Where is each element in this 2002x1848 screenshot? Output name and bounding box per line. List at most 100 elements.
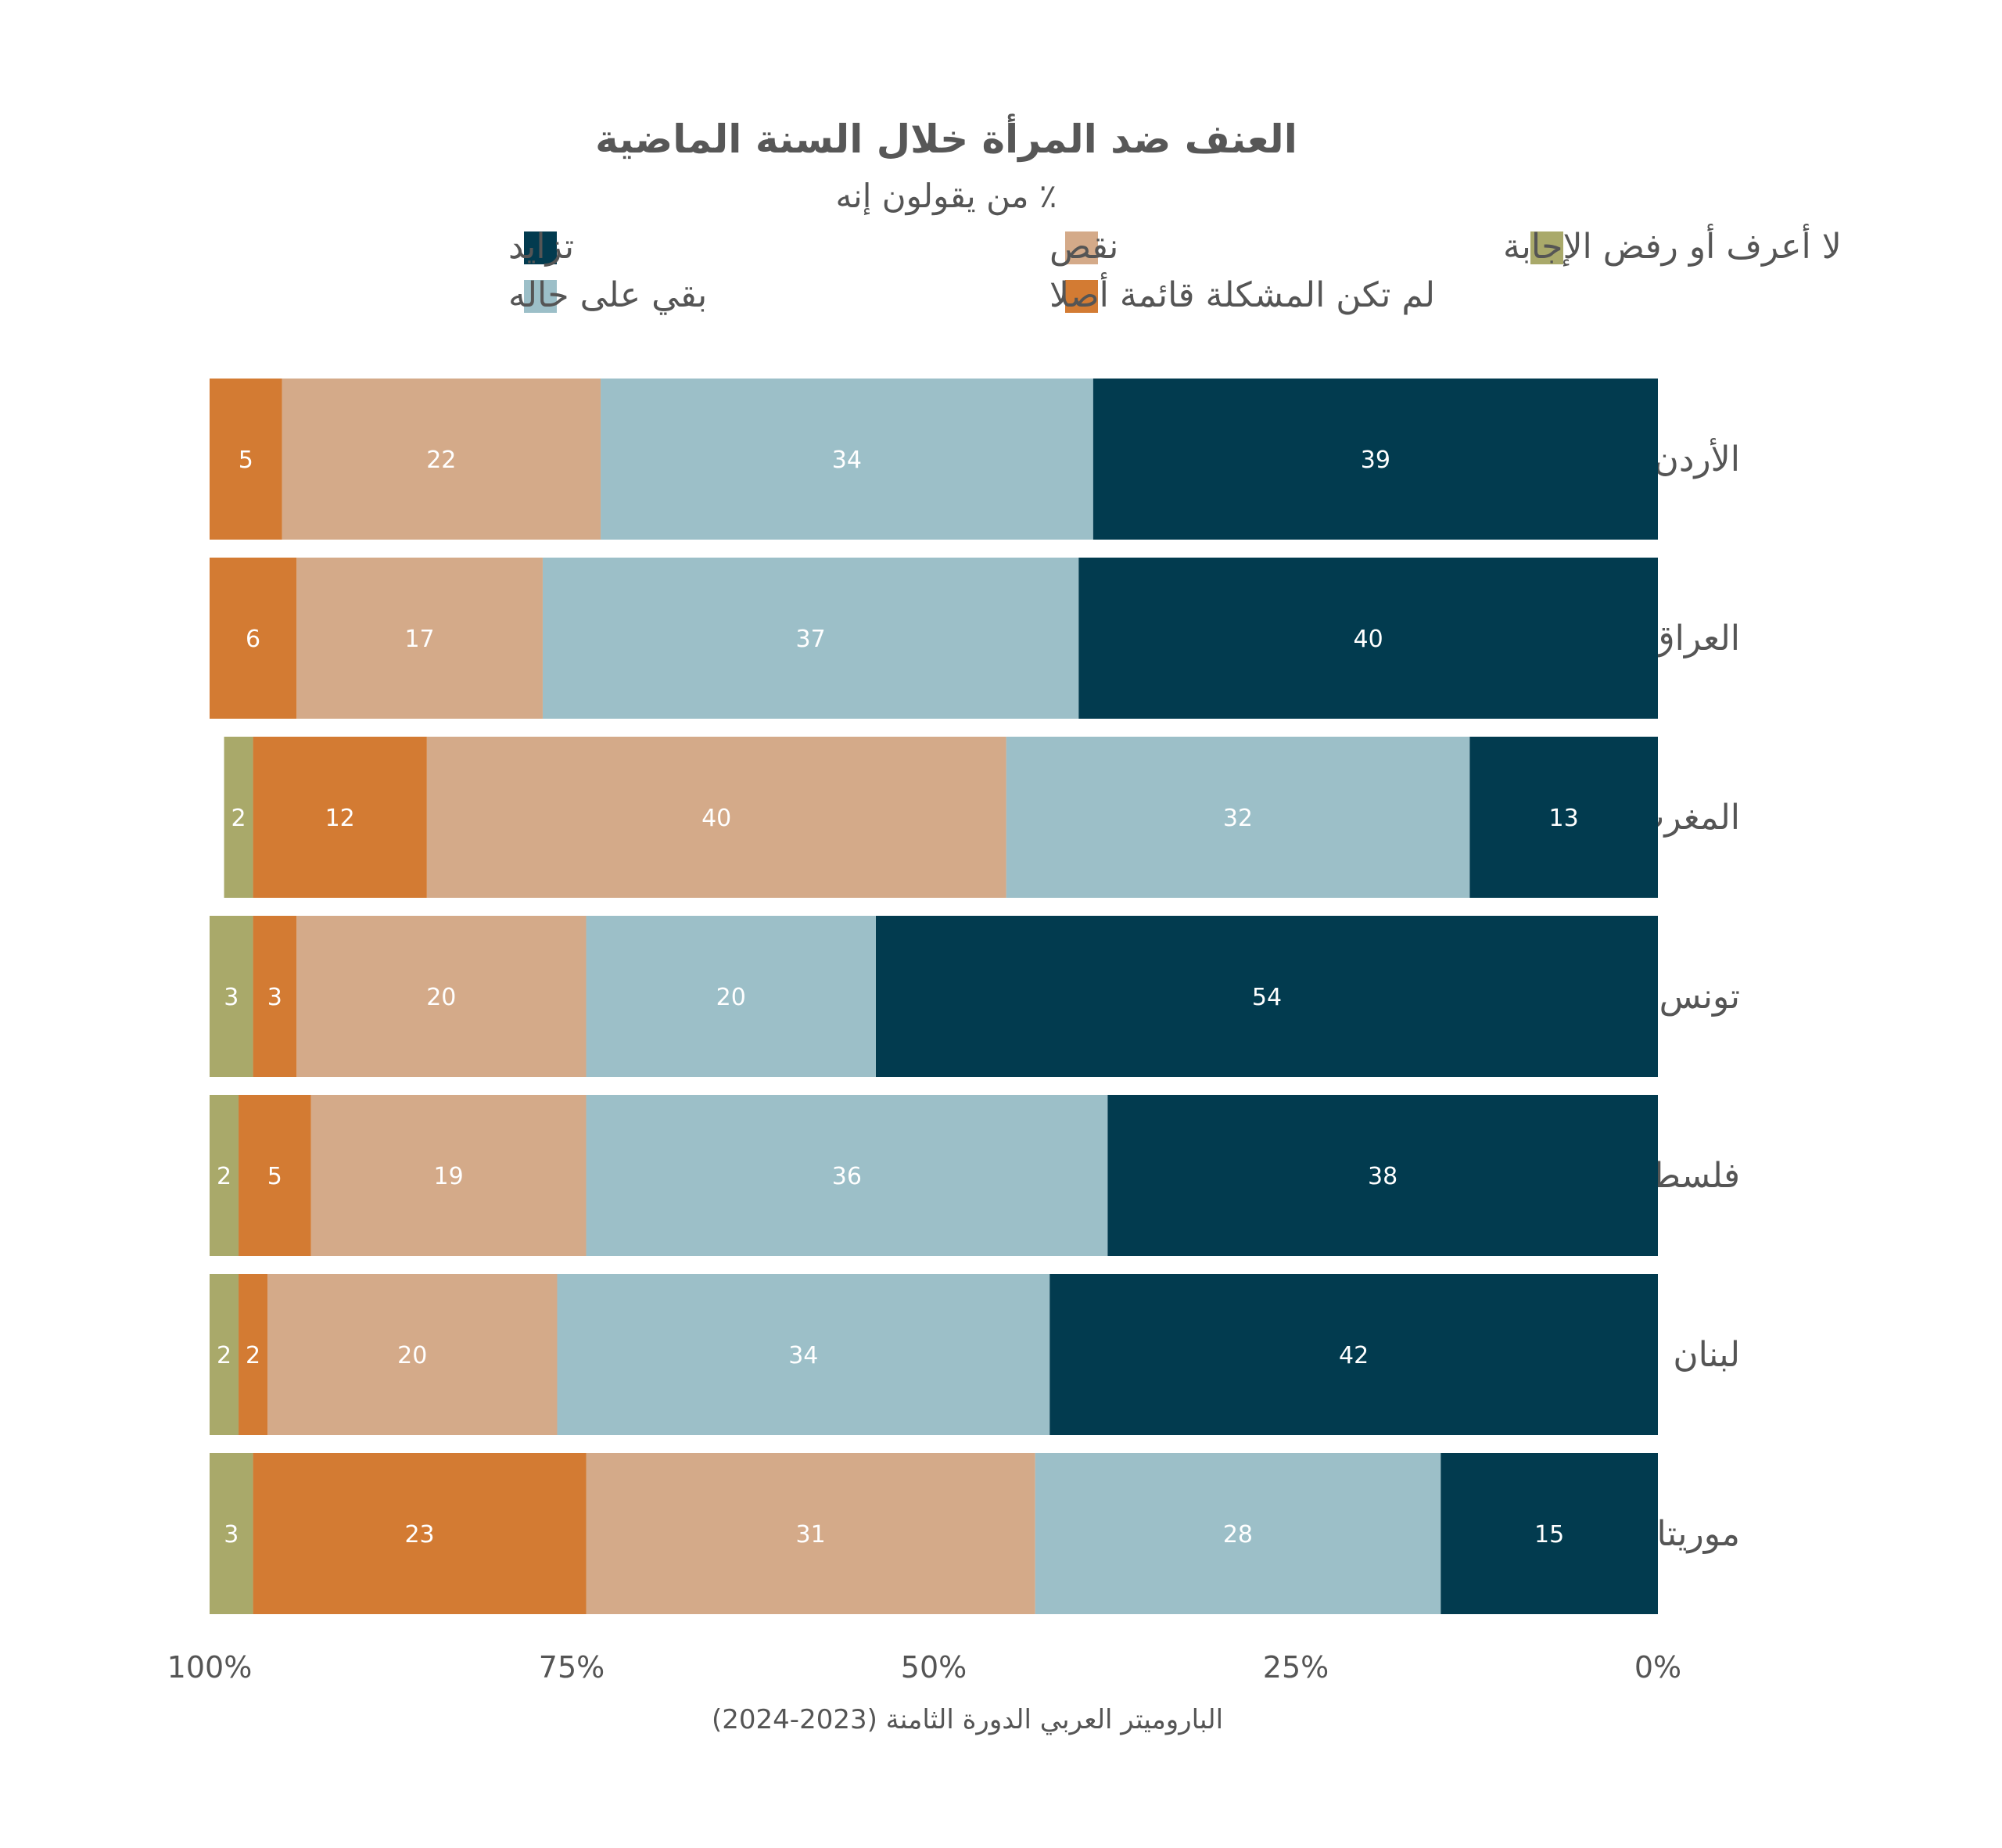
legend-swatch (1530, 231, 1563, 264)
data-label: 2 (231, 805, 246, 832)
chart-subtitle: ٪ من يقولون إنه (836, 177, 1057, 216)
data-label: 23 (404, 1521, 434, 1548)
x-tick-label: 75% (539, 1650, 605, 1685)
data-label: 17 (404, 626, 434, 653)
data-label: 2 (246, 1342, 260, 1369)
bar-segment (542, 558, 1079, 719)
legend-swatch (524, 280, 557, 313)
data-label: 13 (1549, 805, 1579, 832)
bar-segment (253, 737, 427, 898)
data-label: 12 (325, 805, 355, 832)
data-label: 31 (795, 1521, 825, 1548)
bar-segment (1035, 1453, 1441, 1614)
data-label: 40 (701, 805, 731, 832)
data-label: 15 (1534, 1521, 1564, 1548)
data-label: 20 (397, 1342, 427, 1369)
data-label: 5 (239, 447, 253, 474)
legend-swatch (524, 231, 557, 264)
bar-segment (586, 1095, 1108, 1256)
x-tick-label: 50% (901, 1650, 967, 1685)
data-label: 2 (217, 1163, 231, 1190)
bar-segment (1078, 558, 1658, 719)
bar-segment (586, 1453, 1035, 1614)
bar-segment (310, 1095, 587, 1256)
bar-row: لبنان 42 34 20 22 (210, 1274, 1740, 1435)
data-label: 2 (217, 1342, 231, 1369)
data-label: 28 (1223, 1521, 1253, 1548)
legend-item: لم تكن المشكلة قائمة أصلا (1049, 272, 1435, 315)
x-tick-label: 25% (1263, 1650, 1329, 1685)
data-label: 3 (224, 1521, 239, 1548)
data-label: 3 (267, 984, 282, 1011)
category-label: لبنان (1673, 1335, 1740, 1375)
chart-title: العنف ضد المرأة خلال السنة الماضية (595, 113, 1297, 163)
bar-rows: الأردن3934225العراق4037176المغرب13324012… (210, 379, 1740, 1614)
data-label: 32 (1223, 805, 1253, 832)
data-label: 40 (1354, 626, 1383, 653)
data-label: 3 (224, 984, 239, 1011)
legend-item: بقي على حاله (508, 275, 707, 315)
data-label: 42 (1339, 1342, 1369, 1369)
bar-segment (239, 1274, 268, 1435)
data-label: 19 (433, 1163, 463, 1190)
bar-segment (253, 1453, 587, 1614)
data-label: 39 (1361, 447, 1390, 474)
data-label: 54 (1252, 984, 1282, 1011)
bar-segment (1107, 1095, 1658, 1256)
x-tick-label: 100% (167, 1650, 253, 1685)
data-label: 6 (246, 626, 260, 653)
bar-segment (210, 916, 253, 1077)
legend-label: لا أعرف أو رفض الإجابة (1503, 224, 1842, 267)
bar-segment (586, 916, 876, 1077)
bar-segment (601, 379, 1093, 540)
bar-segment (282, 379, 601, 540)
bar-segment (253, 916, 297, 1077)
bar-segment (239, 1095, 311, 1256)
category-label: الأردن (1654, 437, 1740, 479)
data-label: 36 (832, 1163, 862, 1190)
legend-swatch (1065, 231, 1098, 264)
legend-label: تزايد (508, 227, 574, 267)
bar-segment (1006, 737, 1470, 898)
data-label: 34 (788, 1342, 818, 1369)
data-label: 20 (716, 984, 746, 1011)
legend-label: بقي على حاله (508, 275, 707, 315)
data-label: 37 (795, 626, 825, 653)
legend-item: نقص (1049, 227, 1118, 267)
data-label: 20 (426, 984, 456, 1011)
bar-segment (210, 1453, 253, 1614)
bar-segment (210, 558, 297, 719)
data-label: 22 (426, 447, 456, 474)
bar-segment (1049, 1274, 1658, 1435)
bar-segment (210, 1095, 239, 1256)
bar-row: العراق 40 37 17 6 (210, 558, 1740, 719)
bar-segment (210, 1274, 239, 1435)
legend-item: لا أعرف أو رفض الإجابة (1503, 224, 1842, 267)
bar-segment (296, 558, 543, 719)
bar-segment (875, 916, 1658, 1077)
bar-segment (210, 379, 282, 540)
data-label: 5 (267, 1163, 282, 1190)
bar-segment (296, 916, 587, 1077)
data-label: 34 (832, 447, 862, 474)
legend-item: تزايد (508, 227, 574, 267)
legend-swatch (1065, 280, 1098, 313)
bar-segment (1469, 737, 1658, 898)
source-note: الباروميتر العربي الدورة الثامنة (2023-2… (712, 1704, 1223, 1735)
x-tick-label: 0% (1634, 1650, 1681, 1685)
bar-segment (224, 737, 253, 898)
data-label: 38 (1368, 1163, 1397, 1190)
category-label: العراق (1649, 619, 1741, 658)
x-axis-ticks: 100% 75% 50% 25% 0% (167, 1650, 1681, 1685)
bar-segment (1441, 1453, 1658, 1614)
bar-segment (557, 1274, 1050, 1435)
legend: تزايد بقي على حاله نقص لم تكن المشكلة قائمة… (508, 224, 1842, 315)
legend-label: نقص (1049, 227, 1118, 267)
bar-segment (1092, 379, 1658, 540)
bar-segment (267, 1274, 558, 1435)
bar-segment (426, 737, 1006, 898)
